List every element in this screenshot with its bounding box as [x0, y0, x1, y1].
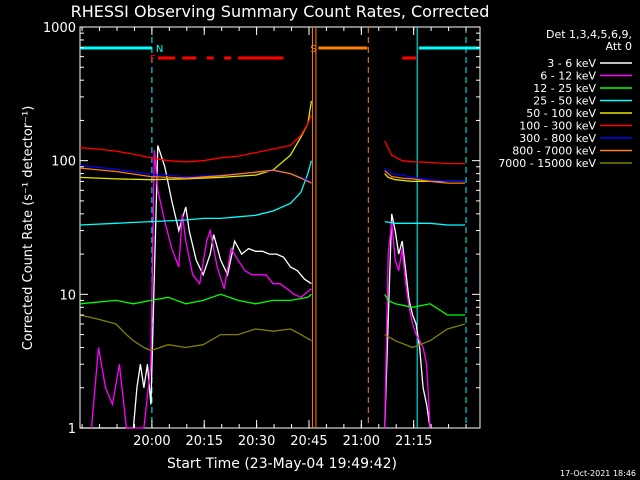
legend-label: 800 - 7000 keV [512, 145, 596, 158]
series-0-line-0 [80, 145, 312, 429]
series-1-line-1 [384, 221, 431, 429]
series-5-line-1 [384, 140, 465, 165]
flag-f-label: F [150, 54, 156, 65]
y-tick-label: 100 [51, 155, 76, 170]
flag-n-label: N [156, 44, 163, 55]
y-tick-label: 1000 [43, 21, 76, 36]
series-8-line-0 [79, 314, 312, 352]
series-7-line-1 [384, 170, 465, 184]
flag-bars: NF S [80, 44, 480, 65]
legend-label: 6 - 12 keV [540, 70, 596, 83]
series-7-line-0 [79, 167, 312, 184]
series-3-line-0 [79, 160, 313, 226]
legend-label: 3 - 6 keV [547, 57, 596, 70]
x-tick-label: 20:30 [238, 434, 275, 449]
legend-label: 12 - 25 keV [533, 82, 596, 95]
x-tick-label: 20:15 [186, 434, 223, 449]
x-tick-label: 20:00 [133, 434, 170, 449]
legend-label: 7000 - 15000 keV [498, 157, 596, 170]
series-1-line-0 [90, 150, 312, 429]
series-5-line-0 [79, 114, 313, 163]
flag-s-label: S [310, 44, 316, 55]
x-tick-label: 20:45 [290, 434, 327, 449]
legend-label: 100 - 300 keV [519, 120, 596, 133]
legend-header: Det 1,3,4,5,6,9, [546, 28, 632, 41]
series-8-line-1 [384, 323, 466, 349]
plot-frame [79, 26, 481, 429]
series-0-line-1 [384, 213, 431, 429]
legend-label: 25 - 50 keV [533, 95, 596, 108]
axes: 20:00 20:15 20:30 20:45 21:00 21:15 1 10 100 1000 [43, 21, 480, 449]
chart-title: RHESSI Observing Summary Count Rates, Co… [71, 2, 490, 21]
legend-header: Att 0 [606, 40, 632, 53]
x-tick-label: 21:00 [343, 434, 380, 449]
y-tick-label: 1 [68, 422, 76, 437]
legend-label: 50 - 100 keV [526, 107, 596, 120]
legend-label: 300 - 800 keV [519, 132, 596, 145]
series-2-line-0 [79, 293, 312, 305]
series-3-line-1 [384, 220, 465, 226]
y-tick-label: 10 [59, 288, 76, 303]
y-axis-title: Corrected Count Rate (s⁻¹ detector⁻¹) [21, 106, 36, 351]
x-axis-title: Start Time (23-May-04 19:49:42) [167, 456, 397, 472]
footer-date: 17-Oct-2021 18:46 [560, 469, 636, 478]
series-layer [79, 100, 466, 429]
series-6-line-1 [384, 167, 465, 183]
plot-border [79, 26, 481, 429]
x-tick-label: 21:15 [395, 434, 432, 449]
series-2-line-1 [384, 293, 465, 316]
